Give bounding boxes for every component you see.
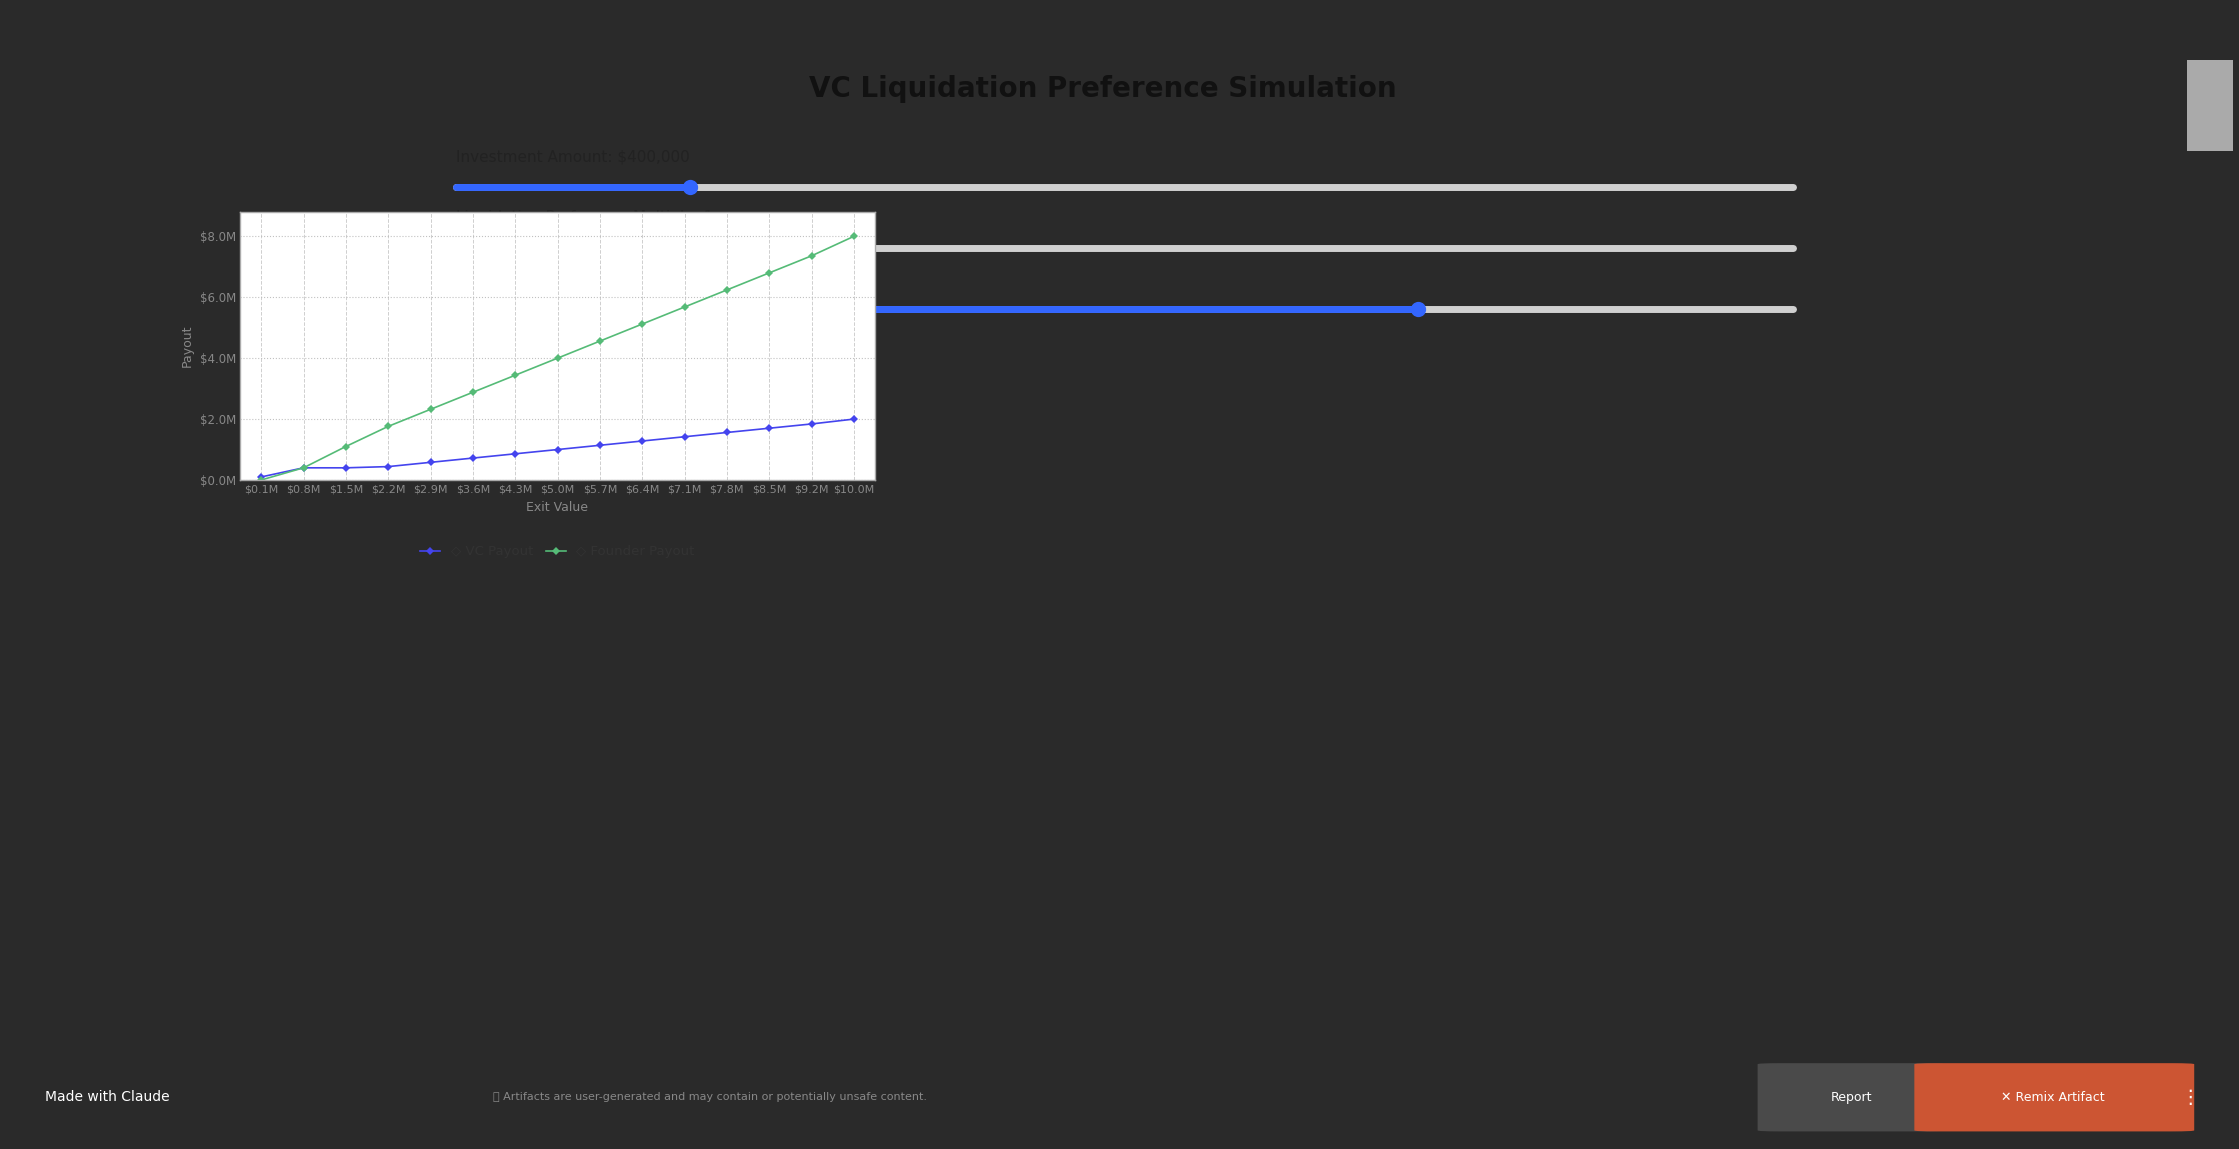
◇ Founder Payout xyxy=(587,334,613,348)
Text: Investment Amount: $400,000: Investment Amount: $400,000 xyxy=(457,149,690,164)
Text: Liquidation Preference Multiple: 1x: Liquidation Preference Multiple: 1x xyxy=(457,210,723,225)
Bar xyxy=(2188,60,2232,152)
◇ VC Payout xyxy=(672,430,699,444)
◇ VC Payout xyxy=(757,422,784,435)
Text: ✕ Remix Artifact: ✕ Remix Artifact xyxy=(2002,1090,2105,1104)
◇ Founder Payout xyxy=(797,249,824,263)
◇ Founder Payout xyxy=(714,283,741,296)
◇ Founder Payout xyxy=(840,230,866,244)
◇ Founder Payout xyxy=(331,440,358,454)
◇ VC Payout xyxy=(374,460,401,473)
◇ Founder Payout xyxy=(502,369,528,383)
◇ Founder Payout xyxy=(757,267,784,280)
◇ Founder Payout xyxy=(416,402,443,416)
◇ VC Payout xyxy=(331,461,358,475)
Text: ⓘ Artifacts are user-generated and may contain or potentially unsafe content.: ⓘ Artifacts are user-generated and may c… xyxy=(493,1093,927,1102)
◇ Founder Payout xyxy=(629,317,656,331)
◇ Founder Payout xyxy=(459,385,486,399)
◇ Founder Payout xyxy=(374,419,401,433)
FancyBboxPatch shape xyxy=(1758,1063,1943,1132)
Legend: ◇ VC Payout, ◇ Founder Payout: ◇ VC Payout, ◇ Founder Payout xyxy=(414,540,701,564)
Text: ☐  Participation: ☐ Participation xyxy=(457,361,575,376)
Y-axis label: Payout: Payout xyxy=(181,325,195,368)
◇ VC Payout xyxy=(840,412,866,426)
◇ VC Payout xyxy=(291,461,318,475)
Text: VC Liquidation Preference Simulation: VC Liquidation Preference Simulation xyxy=(808,76,1397,103)
Text: ⋮: ⋮ xyxy=(2181,1088,2199,1106)
◇ VC Payout xyxy=(249,470,275,484)
Line: ◇ VC Payout: ◇ VC Payout xyxy=(257,416,858,480)
◇ VC Payout xyxy=(629,434,656,448)
◇ Founder Payout xyxy=(544,352,571,365)
◇ VC Payout xyxy=(544,442,571,456)
◇ Founder Payout xyxy=(291,461,318,475)
◇ VC Payout xyxy=(459,452,486,465)
Text: Made with Claude: Made with Claude xyxy=(45,1090,170,1104)
◇ VC Payout xyxy=(714,425,741,439)
◇ VC Payout xyxy=(797,417,824,431)
FancyBboxPatch shape xyxy=(1914,1063,2194,1132)
◇ VC Payout xyxy=(416,455,443,469)
◇ Founder Payout xyxy=(249,473,275,487)
X-axis label: Exit Value: Exit Value xyxy=(526,501,589,514)
Text: VC Ownership Percentage: 20%: VC Ownership Percentage: 20% xyxy=(457,271,699,286)
◇ VC Payout xyxy=(502,447,528,461)
◇ VC Payout xyxy=(587,439,613,453)
◇ Founder Payout xyxy=(672,300,699,314)
Text: Report: Report xyxy=(1832,1090,1872,1104)
Line: ◇ Founder Payout: ◇ Founder Payout xyxy=(257,233,858,483)
